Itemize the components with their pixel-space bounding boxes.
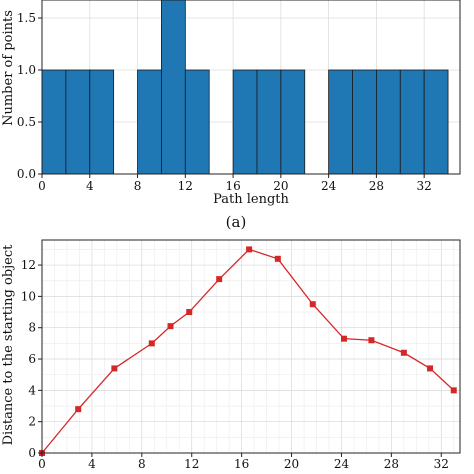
histogram-x-tick-label: 32 [417, 179, 432, 193]
line-chart-x-tick-label: 32 [434, 457, 449, 471]
line-chart-y-tick-label: 12 [21, 258, 36, 272]
line-chart-y-tick-label: 8 [28, 321, 36, 335]
distance-series-line [41, 248, 455, 454]
histogram-bar [399, 69, 425, 175]
histogram-bar [65, 69, 91, 175]
histogram-bar [232, 69, 258, 175]
histogram-caption: (a) [226, 213, 247, 231]
line-chart-x-tick-label: 20 [284, 457, 299, 471]
line-chart-frame [41, 239, 461, 454]
histogram-bar [89, 69, 115, 175]
histogram-x-tick-label: 4 [86, 179, 94, 193]
line-chart-y-tick-label: 6 [28, 352, 36, 366]
histogram-bar [352, 69, 377, 175]
distance-data-point [246, 246, 253, 253]
line-chart-grid [42, 240, 460, 453]
distance-data-point [368, 337, 375, 344]
distance-data-point [274, 255, 281, 262]
line-chart-x-tick-label: 12 [184, 457, 199, 471]
histogram-bar [41, 69, 67, 175]
distance-data-point [186, 309, 193, 316]
distance-data-point [75, 406, 82, 413]
line-chart-x-tick-label: 8 [138, 457, 146, 471]
histogram-bars [41, 0, 449, 175]
line-chart-x-tick-label: 16 [234, 457, 249, 471]
distance-data-point [148, 340, 155, 347]
line-chart-x-tick-label: 28 [384, 457, 399, 471]
histogram-x-tick-label: 28 [369, 179, 384, 193]
histogram-bar [423, 69, 449, 175]
line-chart-y-tick-label: 10 [21, 289, 36, 303]
line-chart-x-tick-label: 0 [38, 457, 46, 471]
distance-data-point [309, 301, 316, 308]
histogram-y-axis-label: Number of points [1, 10, 16, 126]
line-chart-x-tick-label: 4 [88, 457, 96, 471]
histogram-bar [328, 69, 353, 175]
line-chart-y-tick-label: 2 [28, 415, 36, 429]
distance-data-point [400, 349, 407, 356]
histogram-chart: 0 4 8 12 16 20 24 28 320.00.51.01.5 Path length … [1, 0, 461, 231]
histogram-y-tick-label: 1.5 [17, 11, 36, 25]
histogram-x-tick-label: 8 [134, 179, 142, 193]
histogram-bar [256, 69, 282, 175]
histogram-x-tick-label: 16 [225, 179, 240, 193]
histogram-x-axis-label: Path length [213, 192, 289, 207]
line-chart-y-axis-label: Distance to the starting object [1, 244, 16, 446]
histogram-bar [375, 69, 401, 175]
line-chart-x-tick-label: 24 [334, 457, 350, 471]
line-chart-y-tick-label: 4 [28, 383, 36, 397]
histogram-bar [280, 69, 306, 175]
distance-data-point [427, 365, 434, 372]
distance-data-point [111, 365, 118, 372]
histogram-bar [184, 69, 210, 175]
histogram-x-tick-label: 20 [273, 179, 288, 193]
histogram-bar [137, 69, 162, 175]
histogram-x-tick-label: 24 [321, 179, 337, 193]
histogram-y-tick-label: 1.0 [17, 63, 36, 77]
distance-data-point [216, 276, 223, 283]
distance-data-point [167, 323, 174, 330]
distance-series-markers [39, 246, 457, 456]
line-chart-y-tick-label: 0 [28, 446, 36, 460]
histogram-bar [161, 0, 186, 175]
distance-data-point [340, 335, 347, 342]
histogram-x-tick-label: 0 [38, 179, 46, 193]
distance-data-point [450, 387, 457, 394]
histogram-y-tick-label: 0.5 [17, 115, 36, 129]
histogram-frame [41, 0, 461, 175]
histogram-ticks: 0 4 8 12 16 20 24 28 32 0.0 0.5 1.0 1.5 [17, 11, 432, 193]
histogram-x-tick-label: 12 [178, 179, 193, 193]
histogram-y-tick-label: 0.0 [17, 167, 36, 181]
